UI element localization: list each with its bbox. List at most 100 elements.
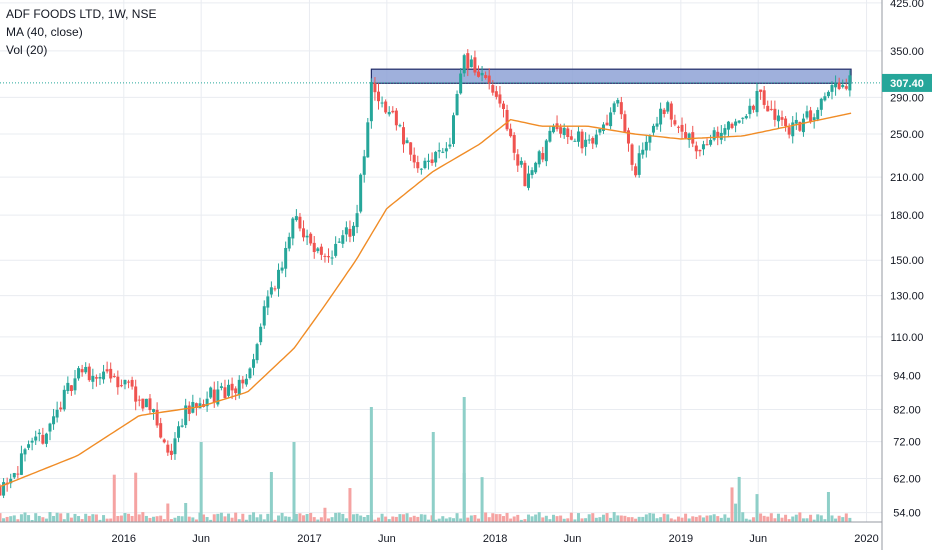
candle [105,361,109,374]
volume-bar [494,514,498,522]
volume-bar [848,517,852,522]
volume-bar [594,517,598,522]
volume-bar [416,516,420,522]
volume-bar [841,517,845,522]
volume-bar [644,514,648,522]
volume-bar [105,518,109,522]
candle [616,97,620,107]
volume-bar [666,514,670,522]
volume-bar [651,513,655,522]
x-tick-label: 2020 [854,533,878,545]
candle [291,216,295,246]
x-tick-label: 2018 [483,533,507,545]
candle [719,125,723,145]
candle [59,401,63,412]
candle [391,106,395,114]
candle [191,394,195,414]
candle [212,381,216,408]
candle [473,50,477,76]
volume-bar [709,515,713,522]
candle [259,323,263,346]
volume-bar [448,517,452,522]
resistance-rect[interactable] [370,68,852,84]
volume-bar [216,513,220,522]
legend-vol: Vol (20) [6,43,48,57]
volume-bar [187,516,191,522]
volume-bar [162,519,166,522]
resistance-zone [370,68,852,84]
volume-bar [402,514,406,522]
candle [27,440,31,451]
candle [816,107,820,122]
candle [52,408,56,430]
candle [0,484,2,496]
volume-bar [273,519,277,522]
volume-bar [712,514,716,522]
volume-bar [9,516,13,522]
candle [630,143,634,171]
candle [37,429,41,442]
volume-bar [755,494,759,522]
volume-bar [630,517,634,522]
candle [337,238,341,244]
candle [341,230,345,248]
y-tick-label: 150.00 [890,255,924,267]
candle [152,408,156,420]
candle [841,79,845,89]
volume-bar [605,513,609,522]
candle [755,83,759,117]
y-tick-label: 110.00 [891,332,924,344]
volume-bar [141,512,145,522]
volume-bar [80,519,84,522]
volume-bar [601,514,605,522]
volume-bar [487,517,491,522]
candle [516,149,520,172]
x-tick-label: 2019 [669,533,693,545]
volume-bar [184,502,188,522]
volume-bar [762,515,766,522]
volume-bar [491,513,495,522]
volume-bar [719,517,723,522]
x-tick-label: 2017 [297,533,321,545]
volume-bar [94,514,98,522]
volume-bar [559,515,563,522]
candle [269,281,273,298]
candle [344,221,348,242]
x-tick-label: 2016 [112,533,136,545]
candle [94,374,98,387]
candle [726,120,730,138]
volume-bar [434,519,438,522]
candle [216,381,220,407]
volume-bar [548,519,552,522]
volume-bar [387,519,391,522]
candle [773,100,777,127]
candle [402,121,406,153]
volume-bar [355,513,359,522]
volume-bar [252,512,256,522]
volume-bar [359,515,363,522]
volume-bar [16,519,20,522]
volume-bar [798,512,802,522]
volume-bar [837,515,841,522]
candle [280,261,284,274]
volume-bar [619,515,623,522]
legend: ADF FOODS LTD, 1W, NSE MA (40, close) Vo… [6,5,156,59]
volume-bar [794,514,798,522]
volume-spike [462,397,466,522]
candle [334,236,338,258]
volume-bar [437,518,441,522]
y-tick-label: 94.00 [893,371,921,383]
volume-bar [352,514,356,522]
volume-bar [109,518,113,522]
candle [184,398,188,429]
volume-bar [776,513,780,522]
candle [834,75,838,96]
volume-bar [205,517,209,522]
volume-bar [294,513,298,522]
volume-bar [277,515,281,522]
candle [409,142,413,161]
volume-bar [234,512,238,522]
volume-bar [152,516,156,522]
candle [534,161,538,175]
